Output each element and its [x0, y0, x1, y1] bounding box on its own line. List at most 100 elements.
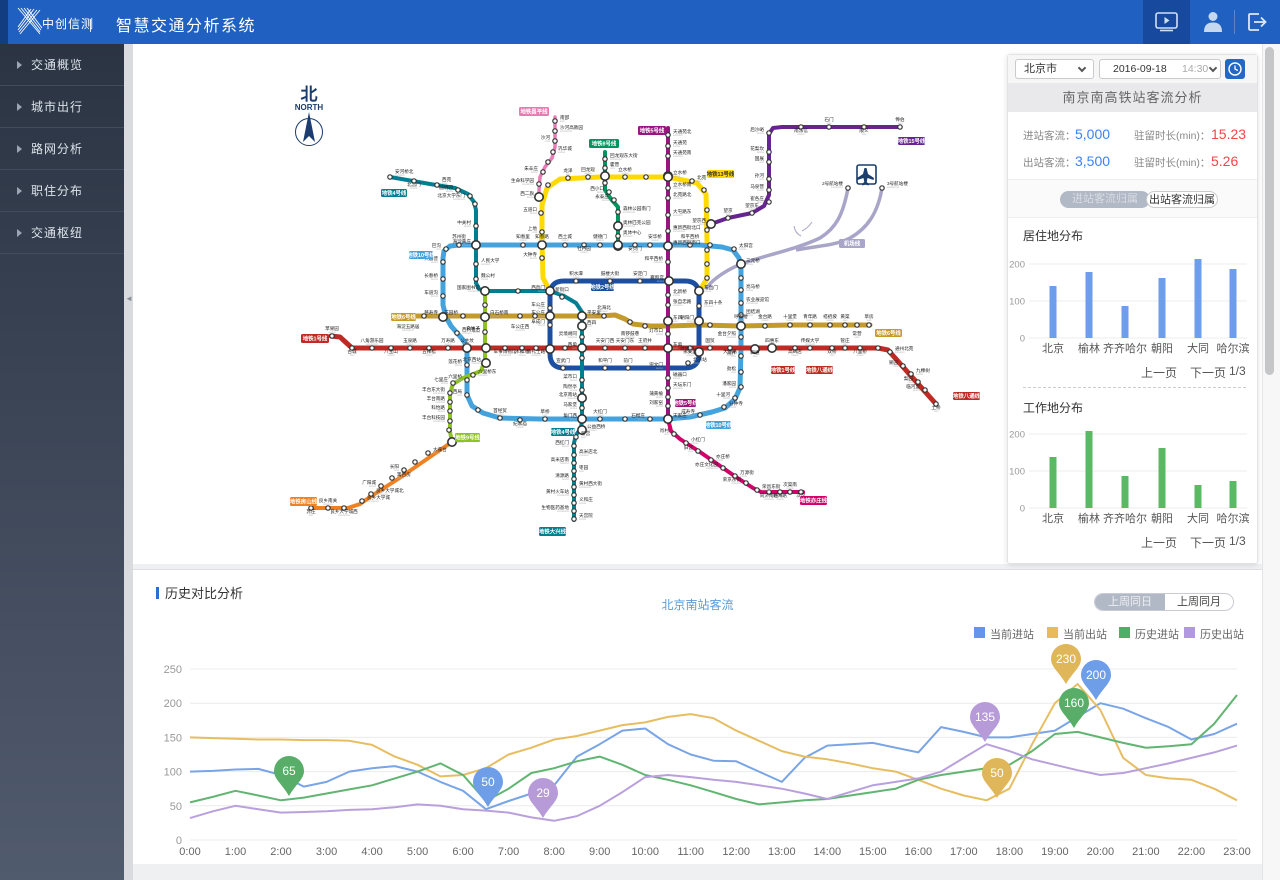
svg-text:永泰庄: 永泰庄	[595, 193, 609, 200]
svg-text:xxxx: xxxx	[626, 363, 632, 366]
svg-text:18:00: 18:00	[996, 846, 1024, 858]
svg-text:xxxxxx: xxxxxx	[587, 315, 595, 318]
svg-text:纪家庙: 纪家庙	[513, 420, 527, 427]
svg-text:xxxxxx: xxxxxx	[572, 276, 580, 279]
svg-text:xxxxxxxx: xxxxxxxx	[478, 374, 488, 377]
svg-text:北京: 北京	[1042, 511, 1064, 525]
svg-text:3号航站楼: 3号航站楼	[887, 180, 908, 187]
svg-text:xxxxxxxx: xxxxxxxx	[731, 482, 741, 485]
svg-text:xxxx: xxxx	[697, 180, 703, 183]
svg-text:双井: 双井	[727, 349, 737, 356]
svg-text:地铁10号线: 地铁10号线	[705, 421, 733, 429]
svg-text:xxxx: xxxx	[566, 173, 572, 176]
svg-text:丰台东大街: 丰台东大街	[422, 386, 445, 393]
svg-text:xxxxxxxx: xxxxxxxx	[673, 155, 683, 158]
svg-text:16:00: 16:00	[905, 846, 933, 858]
svg-text:万寿路: 万寿路	[441, 337, 455, 344]
svg-text:xxxxxxxxxx: xxxxxxxxxx	[402, 329, 415, 332]
svg-text:蒲黄榆: 蒲黄榆	[649, 390, 663, 397]
svg-text:八里桥: 八里桥	[853, 348, 867, 355]
svg-text:魏公村: 魏公村	[481, 272, 495, 279]
svg-text:xxxxxxxx: xxxxxxxx	[587, 429, 597, 432]
svg-text:崇文门: 崇文门	[649, 361, 663, 368]
svg-text:三元桥: 三元桥	[746, 257, 760, 264]
svg-text:回龙观: 回龙观	[581, 166, 595, 173]
svg-text:xxxxxx: xxxxxx	[538, 324, 546, 327]
svg-text:xxxxxx: xxxxxx	[387, 354, 395, 357]
svg-text:丰台科技园: 丰台科技园	[422, 414, 445, 421]
svg-text:北: 北	[301, 85, 318, 104]
svg-text:xxxxxx: xxxxxx	[527, 196, 535, 199]
svg-text:xxxxxx: xxxxxx	[693, 362, 701, 365]
svg-text:xxxxxx: xxxxxx	[761, 319, 769, 322]
svg-text:天通苑北: 天通苑北	[673, 128, 692, 135]
svg-text:xxxx: xxxx	[579, 470, 585, 473]
svg-text:奥林匹克公园: 奥林匹克公园	[623, 219, 651, 226]
svg-text:天安门东: 天安门东	[616, 337, 635, 344]
svg-text:国家图书馆: 国家图书馆	[457, 284, 480, 291]
svg-text:良乡南关: 良乡南关	[319, 497, 338, 504]
svg-text:朝阳: 朝阳	[1151, 512, 1173, 525]
svg-text:xxxx: xxxx	[908, 381, 914, 384]
svg-text:xxxxxxxx: xxxxxxxx	[531, 354, 541, 357]
svg-text:立水桥: 立水桥	[618, 166, 632, 173]
svg-text:50: 50	[170, 801, 182, 813]
svg-text:xxxxxx: xxxxxx	[431, 261, 439, 264]
svg-text:青年路: 青年路	[803, 313, 817, 320]
svg-text:xxxxxxxx: xxxxxxxx	[762, 489, 772, 492]
svg-text:地铁1号线: 地铁1号线	[771, 366, 796, 374]
svg-text:xxxxxx: xxxxxx	[431, 295, 439, 298]
svg-text:广阳城: 广阳城	[362, 479, 376, 486]
svg-text:xxxxxx: xxxxxx	[406, 343, 414, 346]
svg-text:地铁10号线: 地铁10号线	[407, 251, 435, 259]
svg-text:xxxxxx: xxxxxx	[768, 343, 776, 346]
svg-text:宋家庄: 宋家庄	[673, 412, 687, 419]
svg-text:地铁5号线: 地铁5号线	[673, 399, 698, 407]
svg-text:新街口: 新街口	[555, 286, 569, 293]
svg-text:褡裢坡: 褡裢坡	[823, 313, 837, 320]
svg-text:xxxxxx: xxxxxx	[464, 225, 472, 228]
svg-text:xxxxxxxx: xxxxxxxx	[605, 276, 615, 279]
svg-text:xxxx: xxxx	[867, 319, 873, 322]
svg-text:次渠南: 次渠南	[783, 481, 797, 488]
svg-text:xxxxxx: xxxxxx	[431, 278, 439, 281]
svg-text:地铁1号线: 地铁1号线	[303, 335, 328, 343]
svg-text:金台夕照: 金台夕照	[718, 330, 737, 337]
svg-text:xxxx: xxxx	[572, 347, 578, 350]
svg-text:xxxxxx: xxxxxx	[602, 199, 610, 202]
svg-text:xxxx: xxxx	[309, 514, 315, 517]
svg-text:xxxxxxxxxx: xxxxxxxxxx	[623, 211, 636, 214]
svg-text:xxxx: xxxx	[532, 231, 538, 234]
svg-text:xxxx: xxxx	[442, 182, 448, 185]
svg-text:立水桥: 立水桥	[673, 169, 687, 176]
svg-text:义和庄: 义和庄	[579, 496, 593, 503]
svg-text:xxxxxxxx: xxxxxxxx	[673, 187, 683, 190]
svg-text:良乡大学城西: 良乡大学城西	[330, 508, 358, 515]
svg-text:1:00: 1:00	[225, 846, 246, 858]
svg-text:荣京东街: 荣京东街	[723, 476, 742, 483]
svg-text:北京: 北京	[1042, 341, 1064, 355]
svg-text:慈寿寺: 慈寿寺	[424, 309, 438, 315]
svg-text:xxxx: xxxx	[893, 365, 899, 368]
svg-text:北苑: 北苑	[697, 174, 707, 181]
svg-text:高米店南: 高米店南	[551, 456, 570, 463]
svg-text:xxxxxxxx: xxxxxxxx	[395, 174, 405, 177]
svg-text:xxxxxx: xxxxxx	[740, 475, 748, 478]
svg-text:xxxxxx: xxxxxx	[562, 445, 570, 448]
svg-text:上地: 上地	[528, 225, 538, 231]
svg-text:xxxxxx: xxxxxx	[656, 333, 664, 336]
svg-text:十里堡: 十里堡	[783, 313, 797, 320]
svg-text:军事博物馆: 军事博物馆	[494, 348, 517, 355]
svg-text:十里河: 十里河	[716, 391, 730, 398]
svg-text:xxxxxx: xxxxxx	[397, 477, 405, 480]
svg-text:北宫门: 北宫门	[407, 181, 421, 188]
svg-text:大望路: 大望路	[723, 348, 737, 355]
svg-text:xxxxxx: xxxxxx	[562, 478, 570, 481]
svg-text:xxxxxxxx: xxxxxxxx	[673, 134, 683, 137]
svg-text:xxxxxx: xxxxxx	[518, 354, 526, 357]
svg-text:望京西: 望京西	[692, 217, 706, 224]
svg-text:平安里: 平安里	[587, 309, 601, 316]
svg-text:大同: 大同	[1187, 341, 1209, 355]
svg-text:xxxxxx: xxxxxx	[621, 172, 629, 175]
svg-text:阜成门: 阜成门	[531, 318, 545, 325]
